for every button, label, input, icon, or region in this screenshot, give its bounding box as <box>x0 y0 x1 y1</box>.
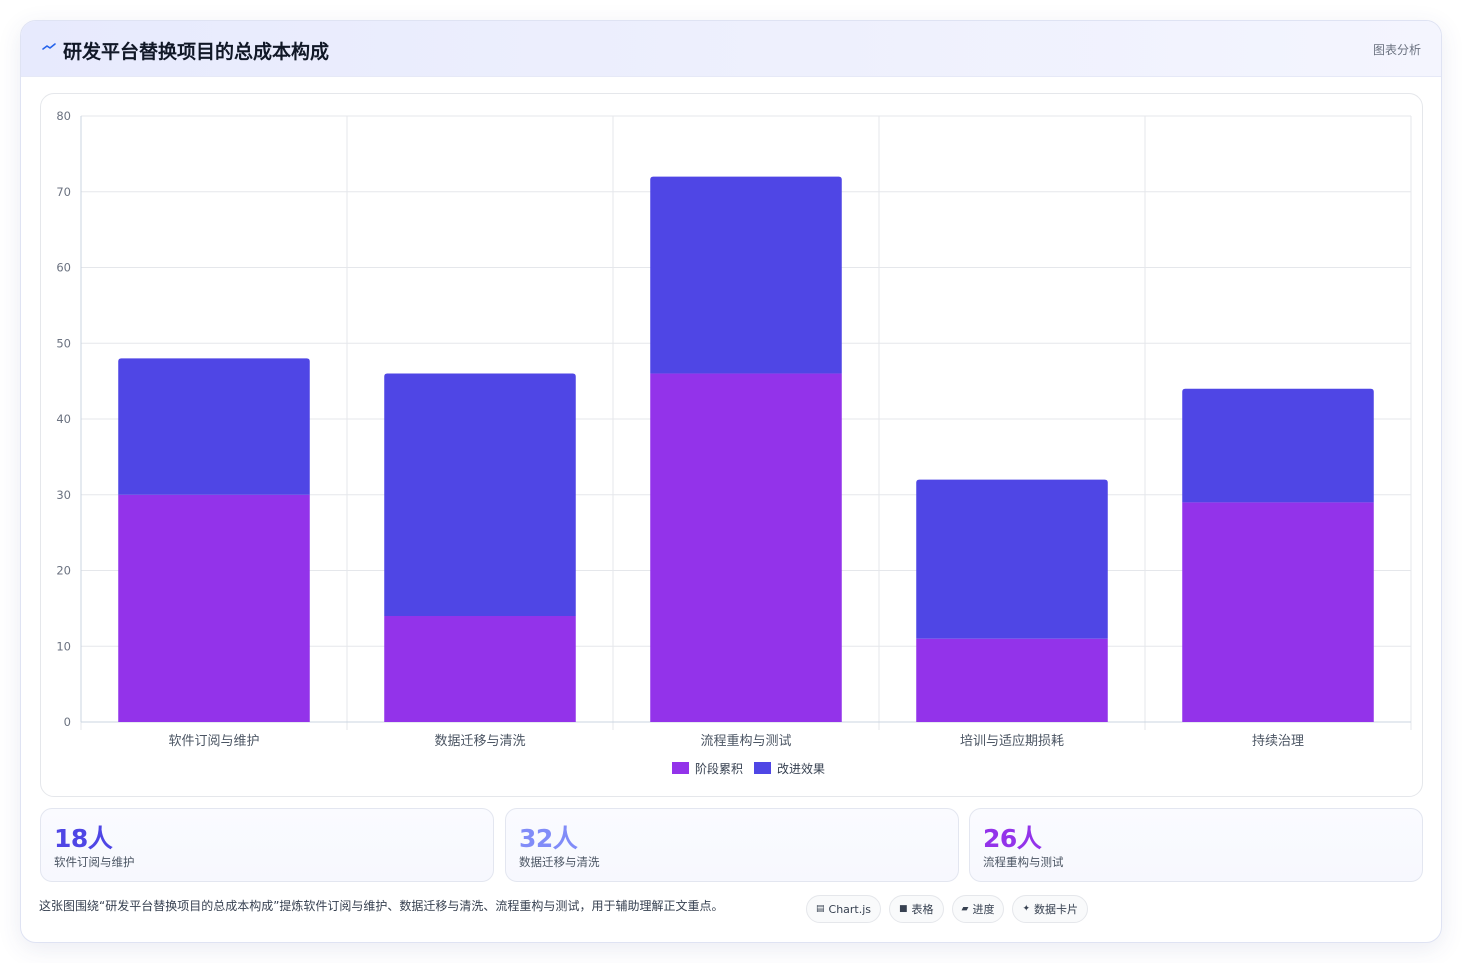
chart-card: 研发平台替换项目的总成本构成 图表分析 0 10 20 30 40 50 60 70 80 软件订… <box>20 20 1442 943</box>
sparkle-icon: ✦ <box>1022 904 1031 914</box>
y-tick-label: 10 <box>56 639 71 653</box>
chip-label: Chart.js <box>828 902 872 916</box>
table-icon: ■ <box>899 904 908 914</box>
progress-icon: ▰ <box>961 904 969 914</box>
chart-description: 这张图围绕“研发平台替换项目的总成本构成”提炼软件订阅与维护、数据迁移与清洗、流… <box>39 899 724 913</box>
stat-label: 数据迁移与清洗 <box>519 855 600 869</box>
stat-label: 流程重构与测试 <box>983 855 1064 869</box>
chip-label: 进度 <box>972 903 995 916</box>
x-tick-label: 数据迁移与清洗 <box>434 734 525 749</box>
y-tick-label: 80 <box>56 109 71 123</box>
legend-label: 阶段累积 <box>695 761 743 776</box>
chip-progress[interactable]: ▰ 进度 <box>951 895 1005 923</box>
bar-segment <box>118 358 310 495</box>
chart-icon: ▤ <box>816 904 825 914</box>
chart-analysis-label: 图表分析 <box>1372 43 1421 57</box>
bar-segment <box>1182 388 1374 503</box>
stat-card: 18人 软件订阅与维护 <box>40 808 494 882</box>
y-tick-label: 70 <box>56 185 71 199</box>
chip-chartjs[interactable]: ▤ Chart.js <box>806 895 882 923</box>
stat-label: 软件订阅与维护 <box>54 855 135 869</box>
x-tick-label: 流程重构与测试 <box>700 733 791 749</box>
bar-segment <box>916 638 1108 722</box>
bar-segment <box>384 373 576 616</box>
bar-segment <box>916 479 1108 639</box>
legend-swatch <box>754 762 771 774</box>
tag-chips: ▤ Chart.js ■ 表格 ▰ 进度 ✦ 数据卡片 <box>806 895 1089 923</box>
x-tick-label: 培训与适应期损耗 <box>960 733 1064 749</box>
y-tick-label: 60 <box>56 261 71 275</box>
card-header: 研发平台替换项目的总成本构成 图表分析 <box>21 21 1441 77</box>
legend-label: 改进效果 <box>777 761 825 776</box>
trend-line-icon <box>42 43 56 50</box>
chip-label: 表格 <box>911 903 934 916</box>
bar-segment <box>650 176 842 374</box>
y-tick-label: 40 <box>56 412 71 426</box>
bar-segment <box>650 373 842 722</box>
stat-value: 26人 <box>983 824 1042 853</box>
stat-card: 26人 流程重构与测试 <box>969 808 1423 882</box>
stat-card: 32人 数据迁移与清洗 <box>505 808 959 882</box>
chip-data-card[interactable]: ✦ 数据卡片 <box>1012 895 1089 923</box>
stat-value: 32人 <box>519 824 578 853</box>
stat-value: 18人 <box>54 824 113 853</box>
bar-segment <box>384 615 576 722</box>
legend-swatch <box>672 762 689 774</box>
chart-title: 研发平台替换项目的总成本构成 <box>63 41 330 63</box>
bar-segment <box>1182 502 1374 722</box>
y-tick-label: 50 <box>56 336 71 350</box>
bar-segment <box>118 494 310 722</box>
chip-label: 数据卡片 <box>1034 903 1079 916</box>
stacked-bar-chart: 0 10 20 30 40 50 60 70 80 软件订阅与维护 数据迁移与清洗 流程重构与测试 培训… <box>56 109 1412 776</box>
y-tick-label: 30 <box>56 488 71 502</box>
x-tick-label: 软件订阅与维护 <box>168 734 259 749</box>
y-tick-label: 0 <box>64 715 71 729</box>
y-tick-label: 20 <box>56 564 71 578</box>
chart-panel: 0 10 20 30 40 50 60 70 80 软件订阅与维护 数据迁移与清洗 流程重构与测试 培训… <box>40 93 1423 797</box>
x-tick-label: 持续治理 <box>1252 734 1304 749</box>
chip-table[interactable]: ■ 表格 <box>889 895 944 923</box>
